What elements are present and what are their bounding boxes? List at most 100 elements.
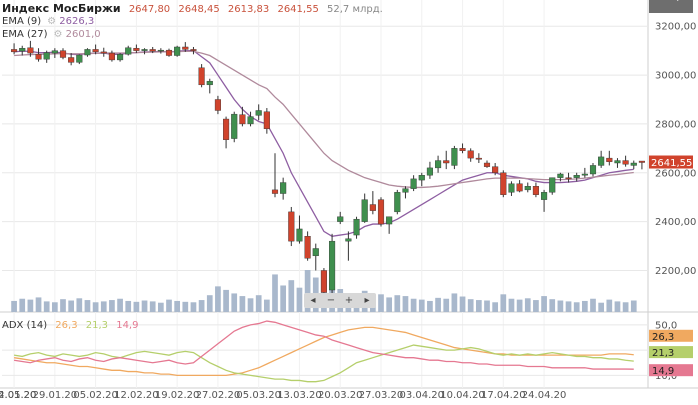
candle-body xyxy=(51,50,58,54)
pdi-line xyxy=(13,344,634,383)
candle-body xyxy=(500,172,507,195)
y-tick-label: 2800,00 xyxy=(655,119,696,130)
x-tick-label: 20.03.20 xyxy=(318,390,363,401)
volume-bar xyxy=(304,270,311,312)
candle-body xyxy=(435,160,442,169)
volume-bar xyxy=(443,298,450,312)
candle-body xyxy=(606,157,613,162)
volume-bar xyxy=(427,300,433,312)
candle-body xyxy=(345,238,352,242)
candle-body xyxy=(483,162,491,167)
x-tick-label: 29.01.20 xyxy=(33,390,78,401)
candle-body xyxy=(108,52,115,61)
volume-bar xyxy=(630,300,637,312)
x-tick-label: 04.05.20 xyxy=(0,390,36,401)
gear-icon[interactable]: ⚙ xyxy=(53,29,63,40)
volume-bar xyxy=(410,298,417,312)
price-legend: Индекс МосБиржи 2647,80 2648,45 2613,83 … xyxy=(2,2,388,15)
volume-bar xyxy=(288,280,295,312)
candle-body xyxy=(117,54,124,61)
last-close-label: 2641,55 xyxy=(651,158,692,169)
candle-body xyxy=(557,173,564,178)
volume-bar xyxy=(174,300,181,312)
ema27-value: 2601,0 xyxy=(65,29,101,40)
candle-body xyxy=(589,165,597,175)
candle-body xyxy=(337,216,344,222)
candle-body xyxy=(304,236,311,259)
x-tick-label: 27.02.20 xyxy=(196,390,241,401)
ema9-label: EMA (9) xyxy=(2,16,42,27)
volume-bar xyxy=(255,295,262,312)
last-ema-marker xyxy=(649,0,693,13)
ema9-legend[interactable]: EMA (9) ⚙ 2626,3 xyxy=(2,16,99,27)
scroll-left-button[interactable]: ◂ xyxy=(310,295,316,306)
y-tick-label: 2400,00 xyxy=(655,217,696,228)
candle-body xyxy=(361,199,368,222)
volume-bar xyxy=(51,302,58,312)
volume-bar xyxy=(590,298,596,312)
candle-body xyxy=(231,113,238,139)
ema9-value: 2626,3 xyxy=(59,16,95,27)
chart-title: Индекс МосБиржи xyxy=(2,2,121,15)
candle-body xyxy=(214,99,221,111)
x-tick-label: 05.02.20 xyxy=(73,390,118,401)
volume-bar xyxy=(533,300,539,312)
mdi-value: 14,9 xyxy=(116,320,139,331)
x-tick-label: 19.02.20 xyxy=(155,390,200,401)
zoom-out-button[interactable]: − xyxy=(326,295,336,306)
candle-body xyxy=(369,204,376,211)
volume-bar xyxy=(60,299,66,312)
x-tick-label: 05.03.20 xyxy=(236,390,281,401)
volume-bar xyxy=(386,297,393,312)
adx-line xyxy=(13,326,634,377)
adx-legend[interactable]: ADX (14) 26,3 21,3 14,9 xyxy=(2,320,143,331)
volume-bar xyxy=(459,296,466,312)
x-tick-label: 13.03.20 xyxy=(277,390,322,401)
candle-body xyxy=(190,49,197,51)
zoom-in-button[interactable]: + xyxy=(344,295,354,306)
open-value: 2647,80 xyxy=(128,4,171,15)
volume-bar xyxy=(606,299,613,312)
candle-body xyxy=(141,49,148,51)
ema27-label: EMA (27) xyxy=(2,29,48,40)
volume-bar xyxy=(141,300,148,312)
candle-body xyxy=(174,46,181,56)
candle-body xyxy=(76,54,83,63)
volume-bar xyxy=(541,296,547,312)
volume-bar xyxy=(27,299,34,312)
volume-bar xyxy=(500,294,507,312)
candle-body xyxy=(532,186,539,195)
candle-body xyxy=(19,47,26,52)
candle-body xyxy=(443,160,450,164)
volume-bar xyxy=(206,295,213,312)
candle-body xyxy=(43,52,50,60)
y-tick-label: 3200,00 xyxy=(655,22,696,33)
volume-bar xyxy=(92,302,99,312)
candle-body xyxy=(27,47,34,54)
candle-body xyxy=(516,183,523,192)
adx-tick-label: 10,0 xyxy=(655,371,677,382)
candle-body xyxy=(549,177,556,193)
volume-bar xyxy=(19,298,26,312)
y-tick-label: 2600,00 xyxy=(655,168,696,179)
mdi-line xyxy=(13,320,634,370)
candle-body xyxy=(329,240,336,291)
scroll-right-button[interactable]: ▸ xyxy=(364,295,370,306)
candle-body xyxy=(377,199,385,225)
gear-icon[interactable]: ⚙ xyxy=(47,16,57,27)
last-close-marker xyxy=(649,155,693,169)
ema27-legend[interactable]: EMA (27) ⚙ 2601,0 xyxy=(2,29,106,40)
volume-bar xyxy=(467,299,474,312)
candle-body xyxy=(492,166,499,173)
volume-bar xyxy=(394,295,401,312)
candle-body xyxy=(353,218,360,236)
candle-body xyxy=(426,167,433,176)
x-tick-label: 10.04.20 xyxy=(440,390,485,401)
volume-bar xyxy=(198,300,205,312)
volume-bar xyxy=(435,297,441,312)
volume-bar xyxy=(475,300,482,312)
low-value: 2613,83 xyxy=(227,4,270,15)
y-tick-label: 2200,00 xyxy=(655,266,696,277)
volume-bar xyxy=(100,301,107,312)
candle-body xyxy=(11,49,18,53)
